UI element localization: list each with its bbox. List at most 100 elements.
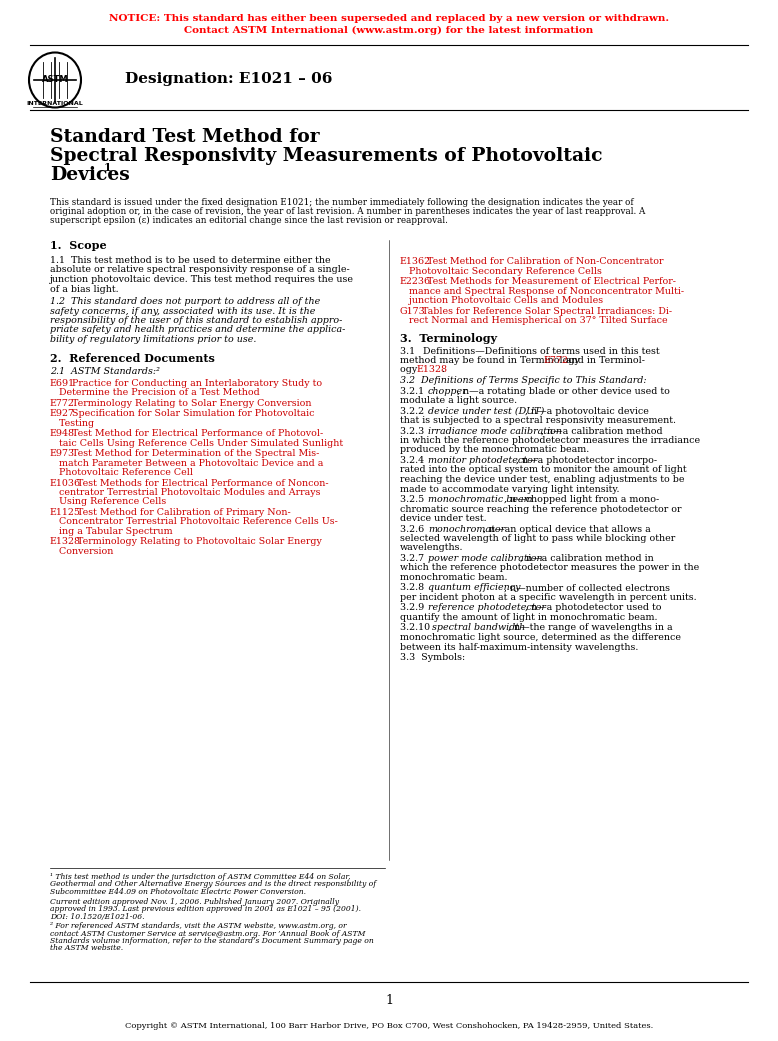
Text: priate safety and health practices and determine the applica-: priate safety and health practices and d… [50, 326, 345, 334]
Text: E2236: E2236 [400, 277, 431, 286]
Text: E691: E691 [50, 379, 75, 387]
Text: , n—a rotating blade or other device used to: , n—a rotating blade or other device use… [457, 386, 671, 396]
Text: Tables for Reference Solar Spectral Irradiances: Di-: Tables for Reference Solar Spectral Irra… [419, 306, 672, 315]
Text: method may be found in Terminology: method may be found in Terminology [400, 356, 583, 365]
Text: Test Method for Determination of the Spectral Mis-: Test Method for Determination of the Spe… [69, 449, 320, 458]
Text: taic Cells Using Reference Cells Under Simulated Sunlight: taic Cells Using Reference Cells Under S… [50, 438, 343, 448]
Text: Photovoltaic Secondary Reference Cells: Photovoltaic Secondary Reference Cells [400, 266, 602, 276]
Text: monochromator: monochromator [428, 525, 505, 533]
Text: E772: E772 [544, 356, 569, 365]
Text: 3.2.6: 3.2.6 [400, 525, 430, 533]
Text: 3.2.3: 3.2.3 [400, 427, 430, 435]
Text: E927: E927 [50, 409, 75, 418]
Text: ASTM: ASTM [42, 76, 68, 84]
Text: monochromatic beam: monochromatic beam [428, 496, 533, 504]
Text: responsibility of the user of this standard to establish appro-: responsibility of the user of this stand… [50, 316, 342, 325]
Text: E1125: E1125 [50, 508, 81, 517]
Text: NOTICE: This standard has either been superseded and replaced by a new version o: NOTICE: This standard has either been su… [109, 14, 669, 23]
Text: device under test.: device under test. [400, 514, 486, 523]
Text: 1: 1 [385, 994, 393, 1007]
Text: Devices: Devices [50, 166, 130, 184]
Text: ing a Tabular Spectrum: ing a Tabular Spectrum [50, 527, 173, 536]
Text: of a bias light.: of a bias light. [50, 284, 118, 294]
Text: Testing: Testing [50, 418, 94, 428]
Text: Geothermal and Other Alternative Energy Sources and is the direct responsibility: Geothermal and Other Alternative Energy … [50, 881, 376, 889]
Text: safety concerns, if any, associated with its use. It is the: safety concerns, if any, associated with… [50, 306, 315, 315]
Text: 3.2.8: 3.2.8 [400, 584, 430, 592]
Text: Test Methods for Measurement of Electrical Perfor-: Test Methods for Measurement of Electric… [424, 277, 676, 286]
Text: Current edition approved Nov. 1, 2006. Published January 2007. Originally: Current edition approved Nov. 1, 2006. P… [50, 897, 339, 906]
Text: Photovoltaic Reference Cell: Photovoltaic Reference Cell [50, 468, 193, 477]
Text: Test Method for Calibration of Primary Non-: Test Method for Calibration of Primary N… [74, 508, 291, 517]
Text: quantum efficiency: quantum efficiency [428, 584, 520, 592]
Text: the ASTM website.: the ASTM website. [50, 944, 123, 953]
Text: monitor photodetector: monitor photodetector [428, 456, 538, 465]
Text: modulate a light source.: modulate a light source. [400, 396, 517, 405]
Text: E1328: E1328 [50, 537, 81, 547]
Text: reference photodetector: reference photodetector [428, 604, 546, 612]
Text: original adoption or, in the case of revision, the year of last revision. A numb: original adoption or, in the case of rev… [50, 207, 646, 215]
Text: 3.2.4: 3.2.4 [400, 456, 430, 465]
Text: centrator Terrestrial Photovoltaic Modules and Arrays: centrator Terrestrial Photovoltaic Modul… [50, 488, 321, 497]
Text: 1: 1 [103, 162, 111, 173]
Text: junction Photovoltaic Cells and Modules: junction Photovoltaic Cells and Modules [400, 296, 603, 305]
Text: 3.2.2: 3.2.2 [400, 406, 430, 415]
Text: in which the reference photodetector measures the irradiance: in which the reference photodetector mea… [400, 436, 700, 445]
Text: , n—an optical device that allows a: , n—an optical device that allows a [482, 525, 650, 533]
Text: Determine the Precision of a Test Method: Determine the Precision of a Test Method [50, 388, 260, 397]
Text: superscript epsilon (ε) indicates an editorial change since the last revision or: superscript epsilon (ε) indicates an edi… [50, 215, 448, 225]
Text: 1.  Scope: 1. Scope [50, 240, 107, 251]
Text: 2.1  ASTM Standards:²: 2.1 ASTM Standards:² [50, 366, 159, 376]
Text: approved in 1993. Last previous edition approved in 2001 as E1021 – 95 (2001).: approved in 1993. Last previous edition … [50, 905, 361, 913]
Text: Subcommittee E44.09 on Photovoltaic Electric Power Conversion.: Subcommittee E44.09 on Photovoltaic Elec… [50, 888, 306, 896]
Text: wavelengths.: wavelengths. [400, 543, 464, 553]
Text: Concentrator Terrestrial Photovoltaic Reference Cells Us-: Concentrator Terrestrial Photovoltaic Re… [50, 517, 338, 527]
Text: Conversion: Conversion [50, 547, 114, 556]
Text: rect Normal and Hemispherical on 37° Tilted Surface: rect Normal and Hemispherical on 37° Til… [400, 316, 668, 325]
Text: , n—the range of wavelengths in a: , n—the range of wavelengths in a [507, 624, 672, 633]
Text: Terminology Relating to Solar Energy Conversion: Terminology Relating to Solar Energy Con… [69, 399, 312, 407]
Text: ² For referenced ASTM standards, visit the ASTM website, www.astm.org, or: ² For referenced ASTM standards, visit t… [50, 922, 347, 930]
Text: E1362: E1362 [400, 257, 431, 266]
Text: , n—a photodetector incorpo-: , n—a photodetector incorpo- [516, 456, 657, 465]
Text: irradiance mode calibration: irradiance mode calibration [428, 427, 562, 435]
Text: 3.2.1: 3.2.1 [400, 386, 430, 396]
Text: monochromatic beam.: monochromatic beam. [400, 573, 507, 582]
Text: selected wavelength of light to pass while blocking other: selected wavelength of light to pass whi… [400, 534, 675, 543]
Text: , n—a photodetector used to: , n—a photodetector used to [524, 604, 661, 612]
Text: bility of regulatory limitations prior to use.: bility of regulatory limitations prior t… [50, 335, 257, 344]
Text: rated into the optical system to monitor the amount of light: rated into the optical system to monitor… [400, 465, 687, 475]
Text: junction photovoltaic device. This test method requires the use: junction photovoltaic device. This test … [50, 275, 354, 284]
Text: device under test (DUT): device under test (DUT) [428, 406, 545, 415]
Text: 2.  Referenced Documents: 2. Referenced Documents [50, 353, 215, 363]
Text: 3.2  Definitions of Terms Specific to This Standard:: 3.2 Definitions of Terms Specific to Thi… [400, 376, 647, 385]
Text: Terminology Relating to Photovoltaic Solar Energy: Terminology Relating to Photovoltaic Sol… [74, 537, 322, 547]
Text: 3.1   Definitions—Definitions of terms used in this test: 3.1 Definitions—Definitions of terms use… [400, 347, 660, 355]
Text: that is subjected to a spectral responsivity measurement.: that is subjected to a spectral responsi… [400, 416, 676, 425]
Text: absolute or relative spectral responsivity response of a single-: absolute or relative spectral responsivi… [50, 265, 350, 275]
Text: E973: E973 [50, 449, 75, 458]
Text: 1.2  This standard does not purport to address all of the: 1.2 This standard does not purport to ad… [50, 297, 321, 306]
Text: , n—a calibration method in: , n—a calibration method in [520, 554, 654, 563]
Text: ¹ This test method is under the jurisdiction of ASTM Committee E44 on Solar,: ¹ This test method is under the jurisdic… [50, 873, 351, 881]
Text: made to accommodate varying light intensity.: made to accommodate varying light intens… [400, 484, 619, 493]
Text: This standard is issued under the fixed designation E1021; the number immediatel: This standard is issued under the fixed … [50, 198, 633, 207]
Text: 3.2.9: 3.2.9 [400, 604, 430, 612]
Text: match Parameter Between a Photovoltaic Device and a: match Parameter Between a Photovoltaic D… [50, 458, 324, 467]
Text: quantify the amount of light in monochromatic beam.: quantify the amount of light in monochro… [400, 613, 657, 623]
Text: power mode calibration: power mode calibration [428, 554, 542, 563]
Text: 3.2.7: 3.2.7 [400, 554, 430, 563]
Text: produced by the monochromatic beam.: produced by the monochromatic beam. [400, 446, 589, 455]
Text: , n—number of collected electrons: , n—number of collected electrons [503, 584, 670, 592]
Text: Using Reference Cells: Using Reference Cells [50, 498, 166, 507]
Text: , n—chopped light from a mono-: , n—chopped light from a mono- [503, 496, 659, 504]
Text: Practice for Conducting an Interlaboratory Study to: Practice for Conducting an Interlaborato… [69, 379, 323, 387]
Text: E948: E948 [50, 429, 75, 438]
Text: Test Method for Electrical Performance of Photovol-: Test Method for Electrical Performance o… [69, 429, 324, 438]
Text: E1328: E1328 [416, 365, 447, 375]
Text: INTERNATIONAL: INTERNATIONAL [26, 101, 83, 106]
Text: contact ASTM Customer Service at service@astm.org. For ’Annual Book of ASTM: contact ASTM Customer Service at service… [50, 930, 366, 938]
Text: Specification for Solar Simulation for Photovoltaic: Specification for Solar Simulation for P… [69, 409, 315, 418]
Text: Test Method for Calibration of Non-Concentrator: Test Method for Calibration of Non-Conce… [424, 257, 664, 266]
Text: Spectral Responsivity Measurements of Photovoltaic: Spectral Responsivity Measurements of Ph… [50, 147, 602, 166]
